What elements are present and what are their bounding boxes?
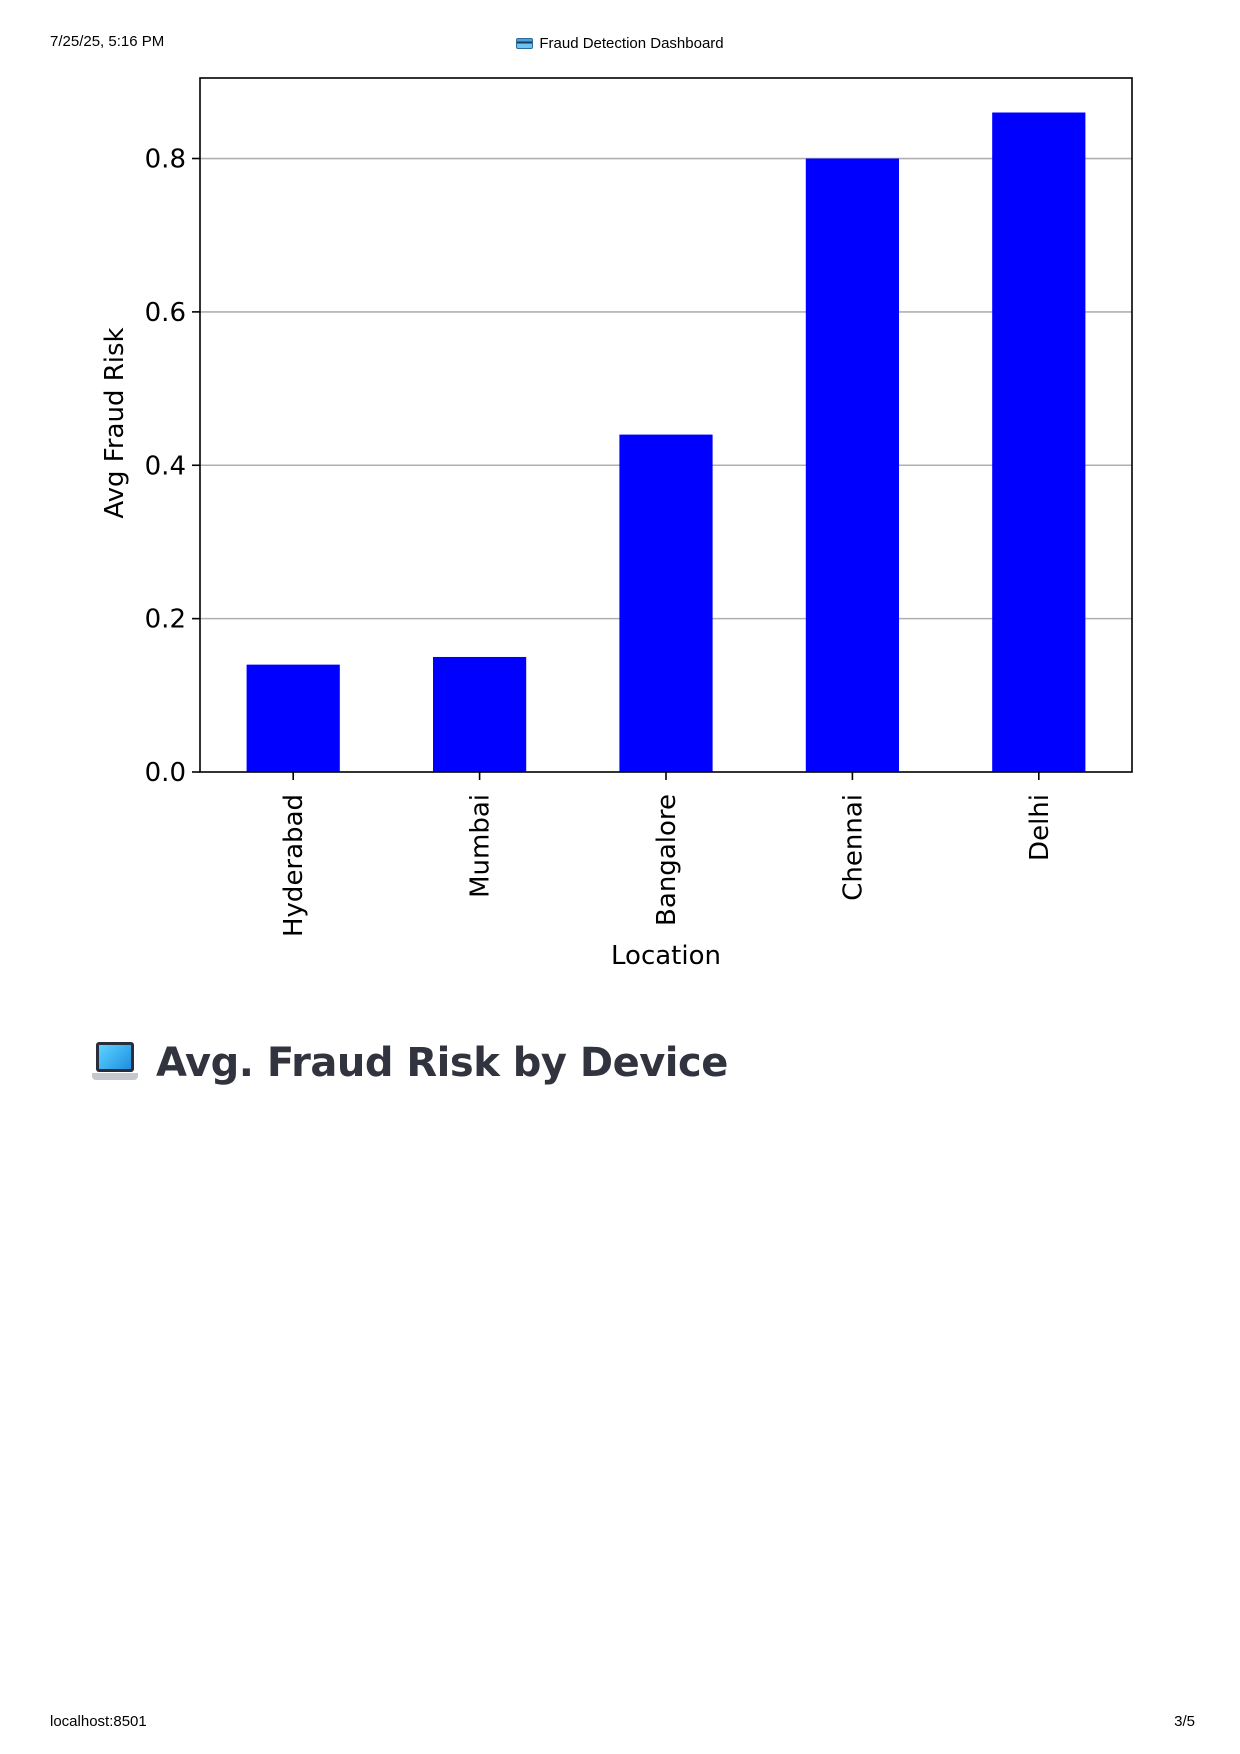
section-heading-text: Avg. Fraud Risk by Device: [156, 1040, 728, 1086]
x-axis-label: Location: [611, 941, 721, 971]
x-tick-label: Mumbai: [466, 794, 496, 898]
y-tick-label: 0.4: [145, 451, 186, 481]
print-url: localhost:8501: [50, 1713, 147, 1730]
bar-mumbai: [433, 656, 527, 772]
bar-hyderabad: [246, 664, 340, 772]
print-datetime: 7/25/25, 5:16 PM: [50, 33, 165, 50]
y-axis-ticks: 0.0 0.2 0.4 0.6 0.8: [145, 145, 200, 788]
bar-delhi: [992, 112, 1086, 772]
credit-card-icon: [516, 38, 534, 49]
print-page-number: 3/5: [1174, 1713, 1195, 1730]
x-tick-label: Delhi: [1025, 794, 1055, 861]
x-tick-label: Bangalore: [652, 794, 682, 926]
x-tick-label: Hyderabad: [279, 794, 309, 937]
print-page-title: Fraud Detection Dashboard: [0, 35, 1240, 52]
bar-bangalore: [619, 434, 713, 772]
x-axis-ticks: Hyderabad Mumbai Bangalore Chennai Delhi: [279, 772, 1055, 937]
y-tick-label: 0.8: [145, 145, 186, 175]
fraud-risk-by-location-chart: 0.0 0.2 0.4 0.6 0.8 Hyderabad Mumbai Bangalore…: [100, 77, 1133, 971]
y-tick-label: 0.2: [145, 605, 186, 635]
laptop-icon: [92, 1042, 138, 1084]
y-tick-label: 0.0: [145, 758, 186, 788]
y-tick-label: 0.6: [145, 298, 186, 328]
y-axis-label: Avg Fraud Risk: [100, 327, 130, 518]
chart-bars: [246, 112, 1086, 772]
bar-chennai: [805, 158, 899, 772]
x-tick-label: Chennai: [838, 794, 868, 901]
print-page-title-text: Fraud Detection Dashboard: [539, 35, 724, 52]
section-heading: Avg. Fraud Risk by Device: [92, 1040, 728, 1086]
